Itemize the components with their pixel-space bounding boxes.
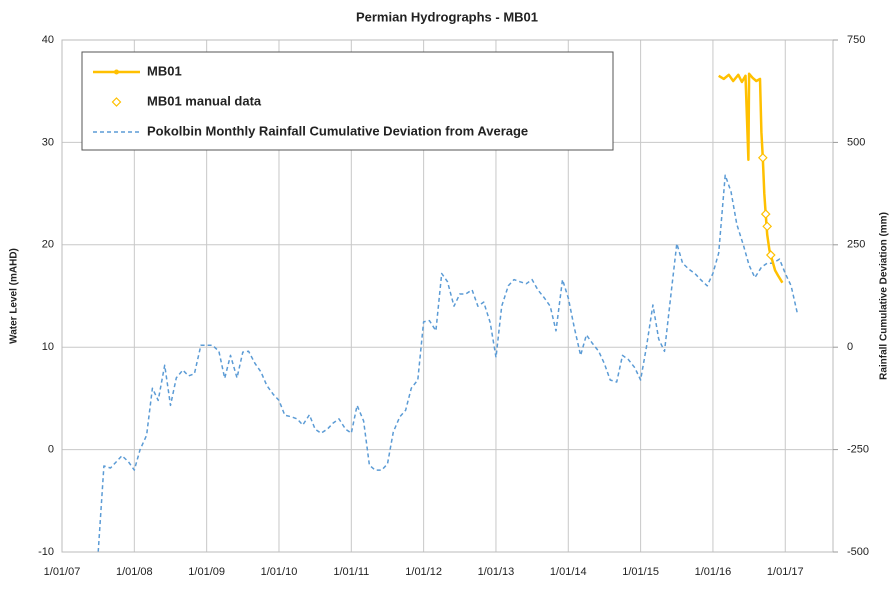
x-tick-label: 1/01/11 <box>333 566 369 578</box>
y2-tick-label: 0 <box>847 341 853 353</box>
y-tick-label: -10 <box>38 546 54 558</box>
x-tick-label: 1/01/15 <box>622 566 659 578</box>
x-tick-label: 1/01/17 <box>767 566 804 578</box>
legend-label: Pokolbin Monthly Rainfall Cumulative Dev… <box>147 123 528 138</box>
data-point <box>762 221 773 232</box>
x-tick-label: 1/01/16 <box>695 566 732 578</box>
y-axis-label: Water Level (mAHD) <box>9 248 20 344</box>
x-tick-label: 1/01/07 <box>44 566 81 578</box>
x-tick-label: 1/01/09 <box>188 566 225 578</box>
plot-frame <box>61 39 834 553</box>
y-tick-label: 40 <box>42 34 54 46</box>
legend-swatch <box>111 97 122 107</box>
series-line <box>97 174 799 553</box>
y2-tick-label: 250 <box>847 239 865 251</box>
data-point <box>765 250 776 260</box>
x-tick-label: 1/01/10 <box>261 566 298 578</box>
x-tick-label: 1/01/14 <box>550 566 587 578</box>
legend: MB01 MB01 manual data Pokolbin Monthly Rai… <box>93 63 528 138</box>
data-point <box>760 209 771 219</box>
plot <box>97 72 799 553</box>
y-tick-label: 0 <box>48 444 54 456</box>
x-tick-label: 1/01/08 <box>116 566 153 578</box>
chart-title: Permian Hydrographs - MB01 <box>356 9 538 24</box>
legend-marker <box>114 69 119 75</box>
x-tick-label: 1/01/13 <box>478 566 515 578</box>
legend-label: MB01 <box>147 63 182 78</box>
data-point <box>757 152 768 163</box>
y2-tick-label: 750 <box>847 34 865 46</box>
y-tick-label: 30 <box>42 136 54 148</box>
y2-tick-label: 500 <box>847 136 865 148</box>
y2-axis-label: Rainfall Cumulative Deviation (mm) <box>879 212 890 380</box>
y2-tick-label: -500 <box>847 546 869 558</box>
legend-box <box>81 51 614 151</box>
x-tick-label: 1/01/12 <box>405 566 442 578</box>
y2-tick-label: -250 <box>847 444 869 456</box>
legend-label: MB01 manual data <box>147 93 262 108</box>
y-tick-label: 20 <box>42 239 54 251</box>
series-line <box>718 72 784 284</box>
y-tick-label: 10 <box>42 341 54 353</box>
